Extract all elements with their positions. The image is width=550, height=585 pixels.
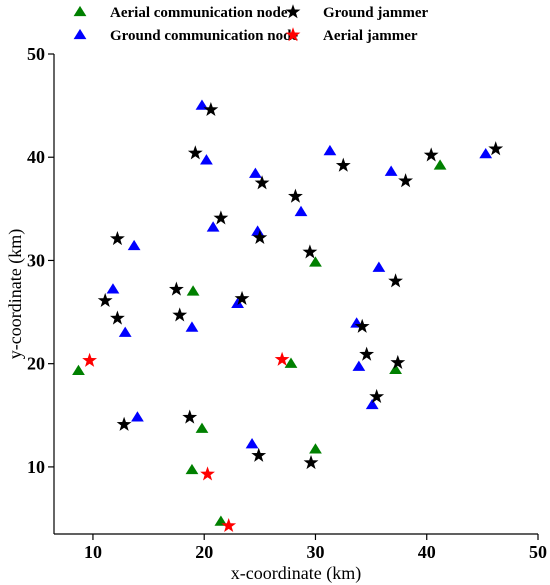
legend-label: Aerial communication node xyxy=(110,5,288,21)
ground-jammer-point xyxy=(488,141,504,156)
ground-jammer-point xyxy=(172,307,188,322)
ground-jammer-point xyxy=(302,244,318,259)
ground-communication-node-point xyxy=(195,99,209,110)
ground-communication-node-point xyxy=(127,239,141,251)
ground-communication-node-point xyxy=(372,261,386,272)
aerial-communication-node-point xyxy=(284,357,298,368)
ground-communication-node-point xyxy=(323,144,337,156)
x-tick-label: 10 xyxy=(84,542,102,562)
ground-jammer-point xyxy=(251,447,267,462)
ground-communication-node-point xyxy=(251,225,264,236)
ground-jammer-point xyxy=(110,310,125,325)
y-tick-label: 50 xyxy=(27,44,45,64)
ground-communication-node-point xyxy=(245,438,259,449)
ground-communication-node-point xyxy=(365,398,379,410)
ground-communication-node-point xyxy=(200,154,213,165)
aerial-communication-node-point xyxy=(389,363,402,375)
ground-jammer-point xyxy=(303,454,319,470)
ground-communication-node-point xyxy=(479,147,493,159)
aerial-communication-node-point xyxy=(72,364,85,376)
legend-label: Aerial jammer xyxy=(323,28,418,44)
ground-jammer-point xyxy=(252,229,268,245)
ground-jammer-point xyxy=(187,145,203,160)
ground-communication-node-point xyxy=(185,321,199,332)
ground-jammer-point xyxy=(388,273,403,288)
ground-jammer-point xyxy=(116,416,132,431)
ground-jammer-point xyxy=(182,409,198,424)
ground-jammer-point xyxy=(398,173,414,188)
ground-jammer-point xyxy=(110,230,125,246)
ground-jammer-point xyxy=(213,210,229,225)
aerial-jammer-point xyxy=(221,517,237,533)
y-tick-label: 30 xyxy=(27,250,45,270)
y-axis-label: y-coordinate (km) xyxy=(5,229,26,359)
x-tick-label: 20 xyxy=(195,542,213,562)
legend-label: Ground jammer xyxy=(323,5,428,21)
aerial-jammer-point xyxy=(82,352,98,367)
ground-jammer-point xyxy=(335,157,351,172)
aerial-communication-node-point xyxy=(214,515,228,526)
ground-communication-node-point xyxy=(118,326,132,337)
ground-communication-node-point xyxy=(231,297,244,308)
aerial-communication-node-point xyxy=(433,159,447,170)
x-tick-label: 50 xyxy=(529,542,547,562)
aerial-jammer-legend-marker xyxy=(285,27,301,42)
aerial-communication-node-point xyxy=(195,422,209,433)
legend: Aerial communication node Ground communic… xyxy=(73,4,428,44)
ground-communication-node-point xyxy=(249,167,262,178)
x-tick-label: 30 xyxy=(306,542,324,562)
aerial-jammer-point xyxy=(274,351,290,366)
aerial-communication-node-point xyxy=(309,256,322,267)
ground-jammer-point xyxy=(390,354,406,369)
ground-communication-node-point xyxy=(106,283,120,294)
ground-jammer-point xyxy=(203,101,219,117)
axes: 10 20 30 40 50 10 20 30 40 50 xyxy=(27,44,547,562)
ground-jammer-point xyxy=(354,318,370,333)
ground-communication-node-point xyxy=(352,360,366,371)
ground-jammer-point xyxy=(359,346,375,361)
y-tick-label: 20 xyxy=(27,354,45,374)
ground-communication-node-point xyxy=(294,205,308,217)
aerial-jammer-point xyxy=(200,466,215,481)
ground-jammer-point xyxy=(97,292,113,308)
ground-jammer-point xyxy=(369,388,385,404)
ground-jammer-point xyxy=(234,290,250,305)
aerial-communication-node-point xyxy=(186,285,200,296)
legend-label: Ground communication node xyxy=(110,28,298,44)
ground-communication-node-point xyxy=(384,165,398,176)
x-tick-label: 40 xyxy=(418,542,436,562)
y-tick-label: 10 xyxy=(27,457,45,477)
ground-jammer-point xyxy=(168,281,184,296)
y-tick-label: 40 xyxy=(27,147,45,167)
aerial-communication-node-legend-marker xyxy=(73,5,87,17)
ground-communication-node-legend-marker xyxy=(73,28,87,40)
ground-jammer-point xyxy=(288,188,303,203)
data-points xyxy=(72,99,504,533)
ground-communication-node-point xyxy=(206,221,220,232)
aerial-communication-node-point xyxy=(309,443,322,454)
aerial-communication-node-point xyxy=(185,463,199,475)
ground-jammer-legend-marker xyxy=(285,4,301,19)
ground-communication-node-point xyxy=(131,411,144,422)
ground-jammer-point xyxy=(254,175,270,190)
ground-jammer-point xyxy=(423,147,439,162)
x-axis-label: x-coordinate (km) xyxy=(231,563,361,584)
